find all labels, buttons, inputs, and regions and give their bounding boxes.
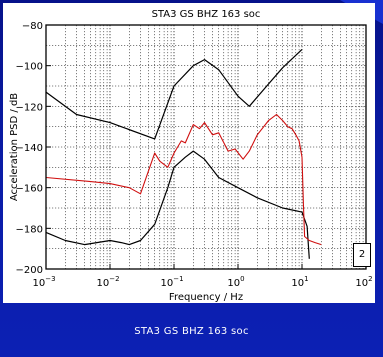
y-tick-label: −160 xyxy=(16,184,43,195)
x-tick-label: 102 xyxy=(355,275,372,289)
x-axis-label: Frequency / Hz xyxy=(169,292,243,303)
grid xyxy=(45,24,366,270)
ticks: −200 −180 −160 −140 −120 −100 −80 10−3 10−2 10−1 1… xyxy=(16,21,373,289)
psd-chart: −200 −180 −160 −140 −120 −100 −80 10−3 10−2 10−1 1… xyxy=(9,9,373,303)
series-line-lower xyxy=(45,150,310,259)
chart-panel: −200 −180 −160 −140 −120 −100 −80 10−3 10−2 10−1 1… xyxy=(3,3,375,303)
caption: STA3 GS BHZ 163 soc xyxy=(134,326,249,337)
y-tick-label: −120 xyxy=(16,102,43,113)
series-layer xyxy=(45,48,322,259)
series-line-measured xyxy=(45,113,322,246)
x-tick-label: 101 xyxy=(291,275,308,289)
x-tick-label: 10−3 xyxy=(32,275,55,289)
series-line-upper xyxy=(45,48,303,140)
chart-title: STA3 GS BHZ 163 soc xyxy=(152,9,261,20)
y-tick-label: −200 xyxy=(16,265,43,276)
y-tick-label: −100 xyxy=(16,62,43,73)
y-tick-label: −180 xyxy=(16,224,43,235)
y-tick-label: −140 xyxy=(16,143,43,154)
x-tick-label: 100 xyxy=(227,275,244,289)
x-tick-label: 10−1 xyxy=(160,275,183,289)
x-tick-label: 10−2 xyxy=(96,275,119,289)
y-tick-label: −80 xyxy=(22,21,43,32)
y-axis-label: Acceleration PSD / dB xyxy=(9,93,20,201)
panel-number-box: 2 xyxy=(353,243,371,267)
